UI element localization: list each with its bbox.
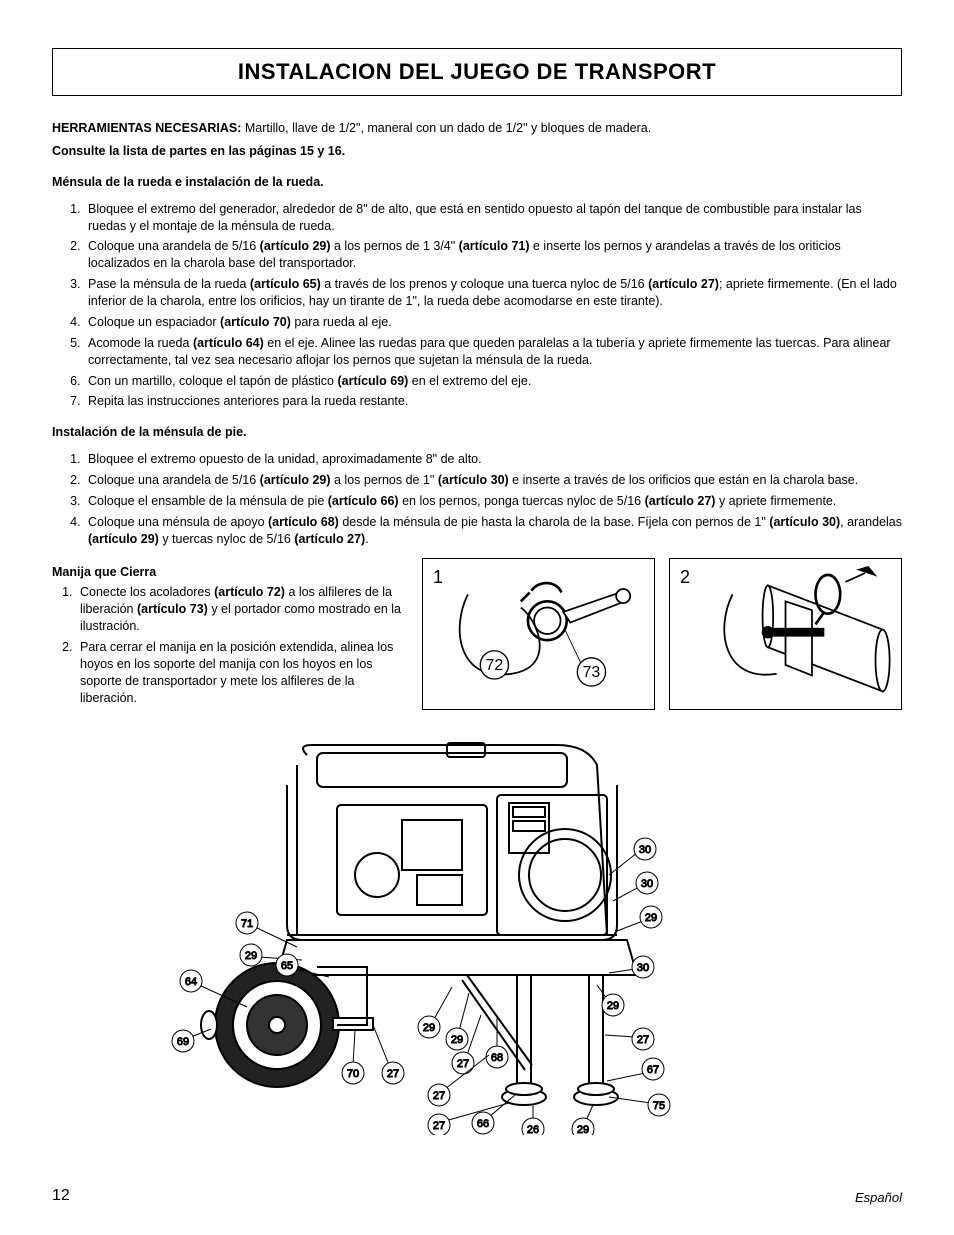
svg-text:75: 75	[653, 1100, 665, 1112]
list-item: Pase la ménsula de la rueda (artículo 65…	[84, 276, 902, 310]
bubble-72: 72	[486, 657, 504, 674]
main-diagram-svg: 71 29 64 69 65 70 27 29 29 27 68 27 66 2…	[137, 725, 817, 1135]
svg-text:68: 68	[491, 1052, 503, 1064]
figure-2: 2	[669, 558, 902, 710]
svg-text:30: 30	[639, 844, 651, 856]
svg-text:69: 69	[177, 1036, 189, 1048]
tools-line: HERRAMIENTAS NECESARIAS: Martillo, llave…	[52, 120, 902, 137]
page-title: INSTALACION DEL JUEGO DE TRANSPORT	[61, 59, 893, 85]
section-b-list: Bloquee el extremo opuesto de la unidad,…	[52, 451, 902, 547]
section-a-heading: Ménsula de la rueda e instalación de la …	[52, 174, 902, 191]
main-diagram: 71 29 64 69 65 70 27 29 29 27 68 27 66 2…	[52, 725, 902, 1140]
svg-text:29: 29	[423, 1022, 435, 1034]
body-text: HERRAMIENTAS NECESARIAS: Martillo, llave…	[52, 120, 902, 1139]
list-item: Para cerrar el manija en la posición ext…	[76, 639, 412, 707]
list-item: Repita las instrucciones anteriores para…	[84, 393, 902, 410]
list-item: Coloque una arandela de 5/16 (artículo 2…	[84, 238, 902, 272]
svg-text:67: 67	[647, 1064, 659, 1076]
svg-text:65: 65	[281, 960, 293, 972]
figure-1-number: 1	[433, 565, 443, 589]
section-c-list: Conecte los acoladores (artículo 72) a l…	[52, 584, 412, 706]
section-c-heading: Manija que Cierra	[52, 564, 412, 581]
svg-text:29: 29	[245, 950, 257, 962]
page-footer: 12 Español	[52, 1187, 902, 1205]
figure-2-number: 2	[680, 565, 690, 589]
list-item: Conecte los acoladores (artículo 72) a l…	[76, 584, 412, 635]
page-language: Español	[855, 1190, 902, 1205]
svg-text:29: 29	[645, 912, 657, 924]
list-item: Con un martillo, coloque el tapón de plá…	[84, 373, 902, 390]
list-item: Coloque una ménsula de apoyo (artículo 6…	[84, 514, 902, 548]
svg-text:70: 70	[347, 1068, 359, 1080]
svg-text:71: 71	[241, 918, 253, 930]
svg-text:29: 29	[607, 1000, 619, 1012]
svg-text:27: 27	[433, 1090, 445, 1102]
list-item: Coloque una arandela de 5/16 (artículo 2…	[84, 472, 902, 489]
list-item: Bloquee el extremo del generador, alrede…	[84, 201, 902, 235]
ref-line: Consulte la lista de partes en las págin…	[52, 143, 902, 160]
list-item: Coloque el ensamble de la ménsula de pie…	[84, 493, 902, 510]
svg-text:64: 64	[185, 976, 197, 988]
page-number: 12	[52, 1187, 70, 1205]
svg-text:29: 29	[451, 1034, 463, 1046]
svg-text:27: 27	[637, 1034, 649, 1046]
list-item: Coloque un espaciador (artículo 70) para…	[84, 314, 902, 331]
svg-text:27: 27	[457, 1058, 469, 1070]
svg-text:26: 26	[527, 1124, 539, 1135]
bubble-73: 73	[583, 664, 601, 681]
svg-text:27: 27	[433, 1120, 445, 1132]
tools-text: Martillo, llave de 1/2", maneral con un …	[241, 121, 651, 135]
section-a-list: Bloquee el extremo del generador, alrede…	[52, 201, 902, 411]
svg-text:27: 27	[387, 1068, 399, 1080]
section-b-heading: Instalación de la ménsula de pie.	[52, 424, 902, 441]
svg-text:66: 66	[477, 1118, 489, 1130]
figure-1-svg: 72 73	[423, 559, 654, 709]
svg-text:30: 30	[637, 962, 649, 974]
list-item: Bloquee el extremo opuesto de la unidad,…	[84, 451, 902, 468]
tools-label: HERRAMIENTAS NECESARIAS:	[52, 121, 241, 135]
figure-1: 1 72	[422, 558, 655, 710]
figure-2-svg	[670, 559, 901, 709]
list-item: Acomode la rueda (artículo 64) en el eje…	[84, 335, 902, 369]
svg-text:30: 30	[641, 878, 653, 890]
svg-text:29: 29	[577, 1124, 589, 1135]
small-figures: 1 72	[422, 558, 902, 710]
title-box: INSTALACION DEL JUEGO DE TRANSPORT	[52, 48, 902, 96]
